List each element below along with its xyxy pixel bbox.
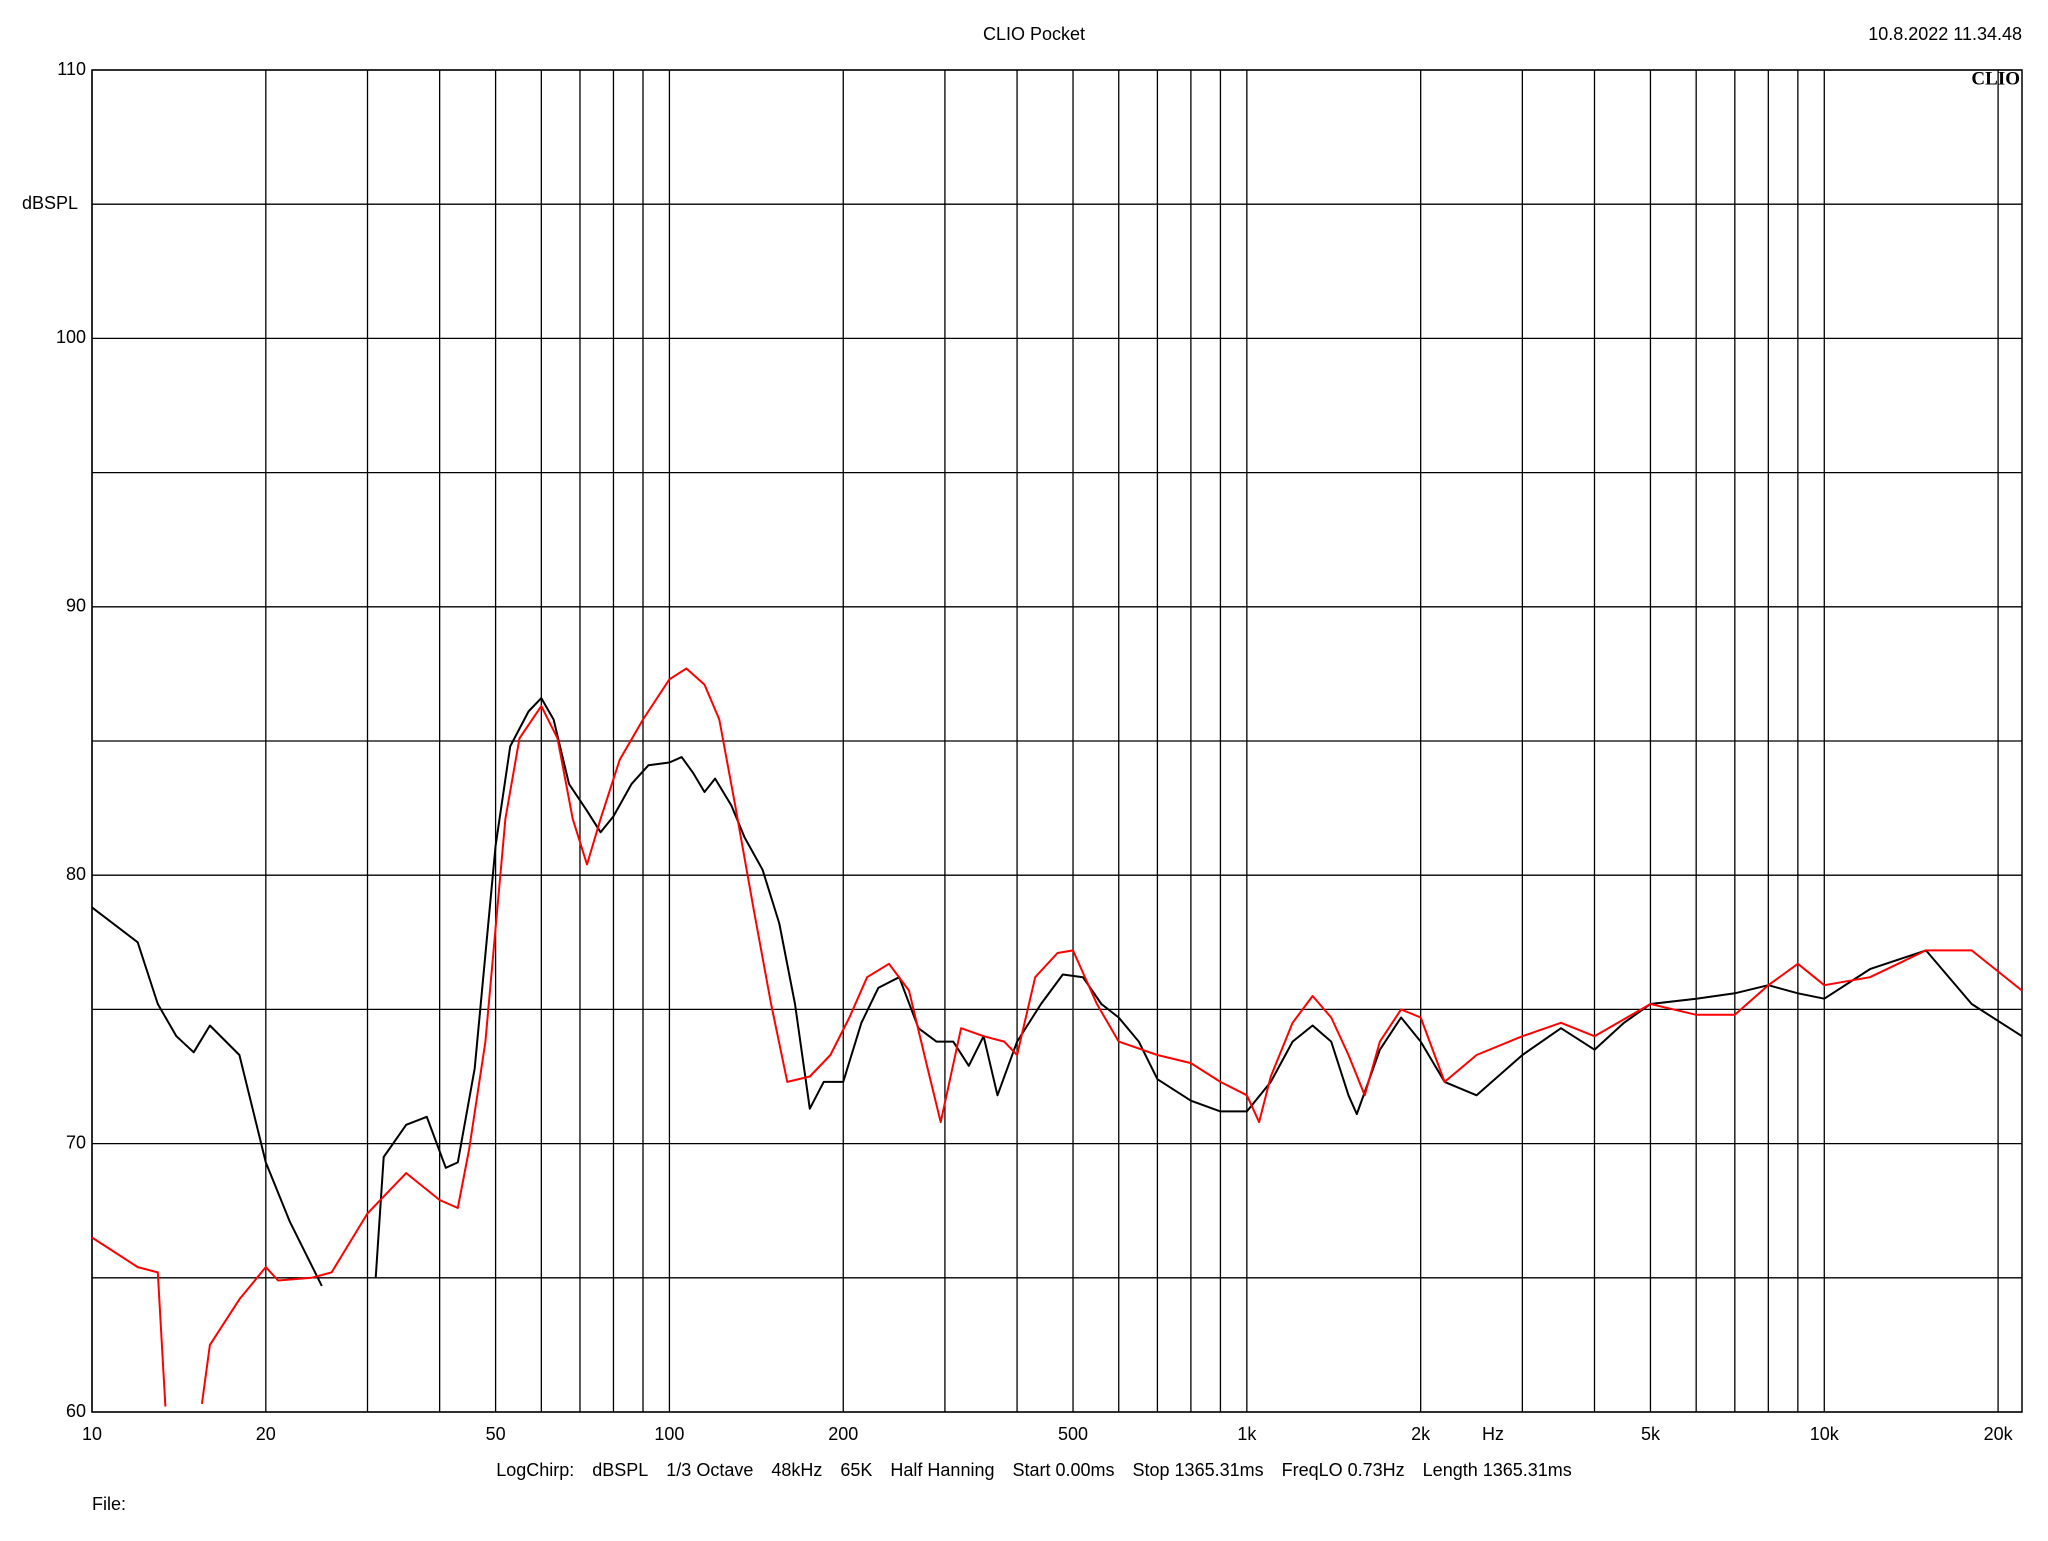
setting: FreqLO 0.73Hz: [1282, 1460, 1405, 1480]
y-tick-label: 100: [56, 327, 86, 347]
y-tick-label: 80: [66, 864, 86, 884]
file-label: File:: [92, 1494, 126, 1514]
logo: CLIO: [1971, 68, 2020, 89]
setting: dBSPL: [592, 1460, 648, 1480]
x-tick-label: 20k: [1984, 1424, 2014, 1444]
x-tick-label: 500: [1058, 1424, 1088, 1444]
x-tick-label: 10k: [1810, 1424, 1840, 1444]
y-tick-label: 110: [57, 59, 86, 79]
series-line: [91, 697, 2023, 1287]
x-tick-label: 1k: [1237, 1424, 1257, 1444]
y-tick-label: 70: [66, 1132, 86, 1152]
y-axis-label: dBSPL: [22, 193, 78, 213]
x-tick-label: 50: [486, 1424, 506, 1444]
setting: Half Hanning: [890, 1460, 994, 1480]
x-tick-label: 2k: [1411, 1424, 1431, 1444]
chart-title: CLIO Pocket: [983, 24, 1085, 44]
setting: 1/3 Octave: [666, 1460, 753, 1480]
y-tick-label: 60: [66, 1401, 86, 1421]
x-tick-label: 5k: [1641, 1424, 1661, 1444]
x-tick-label: 200: [828, 1424, 858, 1444]
setting: Length 1365.31ms: [1423, 1460, 1572, 1480]
x-axis-label: Hz: [1482, 1424, 1504, 1444]
setting: Stop 1365.31ms: [1133, 1460, 1264, 1480]
x-tick-label: 20: [256, 1424, 276, 1444]
series-line: [91, 667, 2023, 1407]
setting: Start 0.00ms: [1012, 1460, 1114, 1480]
x-tick-label: 100: [654, 1424, 684, 1444]
setting: LogChirp:: [496, 1460, 574, 1480]
x-tick-label: 10: [82, 1424, 102, 1444]
timestamp: 10.8.2022 11.34.48: [1868, 24, 2022, 44]
settings-line: LogChirp: dBSPL 1/3 Octave 48kHz 65K Half Han…: [496, 1460, 1572, 1480]
setting: 48kHz: [771, 1460, 822, 1480]
y-tick-label: 90: [66, 596, 86, 616]
setting: 65K: [840, 1460, 872, 1480]
